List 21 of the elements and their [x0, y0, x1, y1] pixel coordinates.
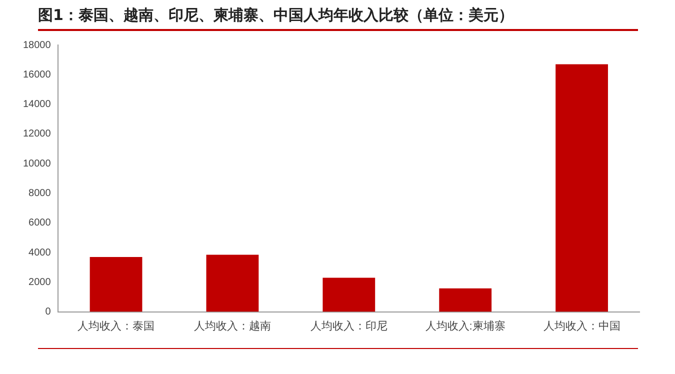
chart-title: 图1：泰国、越南、印尼、柬埔寨、中国人均年收入比较（单位：美元）: [38, 6, 638, 31]
y-tick-label: 14000: [22, 99, 52, 110]
y-tick-label: 8000: [28, 188, 52, 199]
x-tick-label: 人均收入：泰国: [78, 319, 155, 332]
bar: [322, 278, 376, 312]
y-tick-label: 6000: [28, 218, 52, 229]
y-tick-label: 16000: [22, 69, 52, 80]
y-tick-label: 10000: [22, 158, 52, 170]
bar: [439, 288, 492, 312]
bar: [556, 64, 608, 312]
x-tick-label: 人均收入：越南: [194, 319, 271, 332]
y-tick-label: 4000: [28, 247, 52, 258]
bar: [90, 256, 142, 312]
x-tick-label: 人均收入：印尼: [310, 319, 388, 332]
y-tick-label: 18000: [22, 40, 52, 51]
x-tick-label: 人均收入：中国: [543, 319, 620, 332]
bar: [206, 254, 259, 312]
y-tick-label: 0: [45, 306, 52, 318]
x-tick-label: 人均收入:柬埔寨: [425, 319, 506, 332]
y-tick-label: 12000: [22, 128, 52, 140]
y-tick-label: 2000: [28, 276, 52, 288]
